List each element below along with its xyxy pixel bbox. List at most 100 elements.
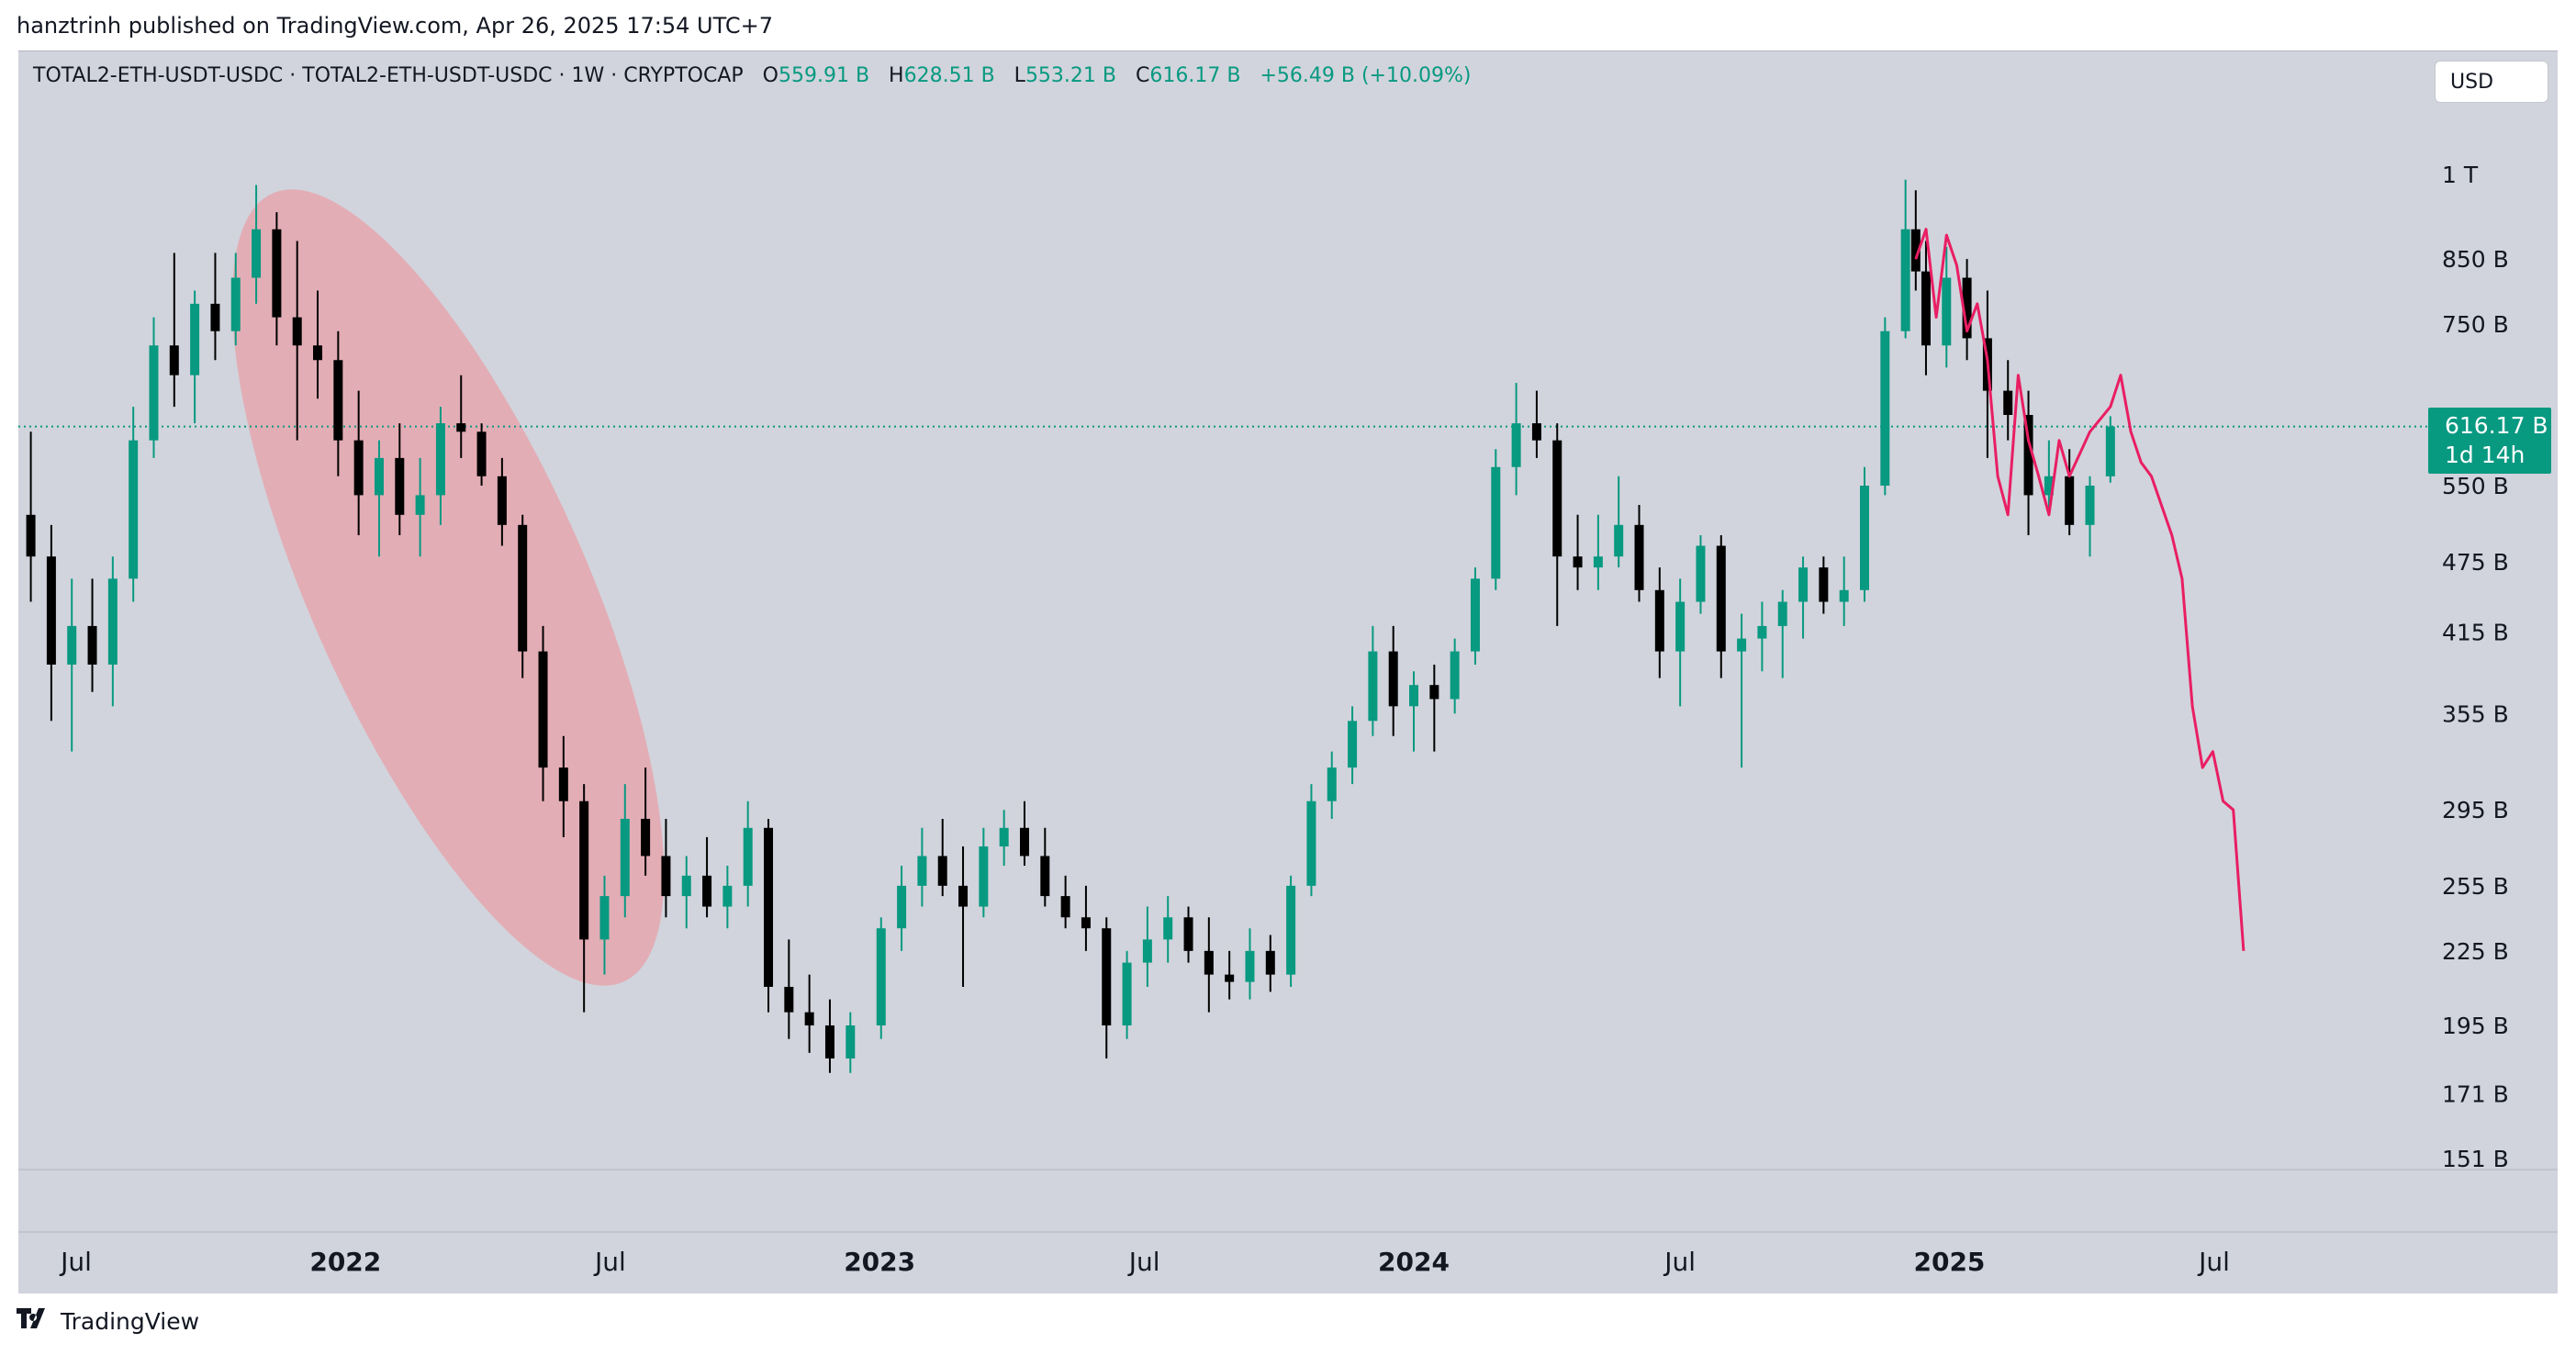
candle[interactable] xyxy=(1839,556,1849,626)
candle[interactable] xyxy=(2044,440,2054,515)
candle[interactable] xyxy=(979,827,989,918)
candle[interactable] xyxy=(456,375,466,458)
symbol-label[interactable]: TOTAL2-ETH-USDT-USDC · TOTAL2-ETH-USDT-U… xyxy=(33,64,744,87)
candle[interactable] xyxy=(1409,671,1419,752)
candle[interactable] xyxy=(353,390,364,536)
candle[interactable] xyxy=(395,423,405,536)
candle[interactable] xyxy=(1327,751,1337,819)
candle[interactable] xyxy=(1470,567,1480,665)
candle[interactable] xyxy=(374,440,384,557)
candle[interactable] xyxy=(1654,567,1664,678)
candle[interactable] xyxy=(1265,935,1275,992)
candle[interactable] xyxy=(1060,875,1070,929)
candle[interactable] xyxy=(435,407,445,525)
candle[interactable] xyxy=(87,578,97,692)
candle[interactable] xyxy=(846,1012,856,1073)
candle[interactable] xyxy=(46,524,56,722)
candle[interactable] xyxy=(292,241,302,441)
candle[interactable] xyxy=(1183,906,1193,963)
candle[interactable] xyxy=(1860,466,1870,602)
candle[interactable] xyxy=(190,290,200,424)
candle[interactable] xyxy=(1204,917,1214,1013)
candle[interactable] xyxy=(1900,179,1910,339)
candle[interactable] xyxy=(1163,896,1173,963)
candle[interactable] xyxy=(579,784,589,1013)
candle[interactable] xyxy=(661,818,671,918)
candle[interactable] xyxy=(1634,505,1644,602)
candle[interactable] xyxy=(958,846,969,987)
candle[interactable] xyxy=(497,457,507,546)
candle[interactable] xyxy=(2065,449,2075,536)
projection-line[interactable] xyxy=(1914,228,2246,951)
candle[interactable] xyxy=(1573,514,1583,590)
candle[interactable] xyxy=(599,875,610,975)
currency-button[interactable]: USD xyxy=(2435,61,2548,103)
candle[interactable] xyxy=(1593,514,1603,590)
candle[interactable] xyxy=(722,866,733,929)
candle[interactable] xyxy=(476,423,487,487)
candle[interactable] xyxy=(1942,246,1952,368)
candle[interactable] xyxy=(897,866,907,951)
candle[interactable] xyxy=(1429,664,1439,752)
candle[interactable] xyxy=(1819,556,1829,614)
candle[interactable] xyxy=(1757,601,1767,672)
candle[interactable] xyxy=(1552,423,1562,626)
candle[interactable] xyxy=(415,457,425,557)
candle[interactable] xyxy=(230,252,241,346)
candle[interactable] xyxy=(1368,625,1378,736)
candle[interactable] xyxy=(876,917,886,1039)
candle[interactable] xyxy=(1798,556,1809,639)
candle[interactable] xyxy=(129,407,139,602)
candle[interactable] xyxy=(1142,906,1152,987)
candle[interactable] xyxy=(1910,190,1921,291)
candle[interactable] xyxy=(1531,390,1541,458)
candle[interactable] xyxy=(681,856,691,929)
candle[interactable] xyxy=(210,252,220,361)
candle[interactable] xyxy=(804,974,814,1053)
candle[interactable] xyxy=(26,431,36,602)
candle[interactable] xyxy=(2105,416,2115,483)
candle[interactable] xyxy=(272,212,282,346)
candle[interactable] xyxy=(1614,476,1624,568)
candle[interactable] xyxy=(1675,578,1686,707)
candle[interactable] xyxy=(1225,950,1235,1000)
candle[interactable] xyxy=(518,514,528,678)
candle[interactable] xyxy=(1286,875,1296,987)
candle[interactable] xyxy=(1716,535,1726,678)
candle[interactable] xyxy=(764,818,774,1013)
candle[interactable] xyxy=(1019,801,1029,867)
candle[interactable] xyxy=(784,939,794,1039)
candle[interactable] xyxy=(1737,613,1747,768)
candle[interactable] xyxy=(1921,241,1931,375)
candle[interactable] xyxy=(252,185,262,304)
candle[interactable] xyxy=(538,625,548,801)
candle[interactable] xyxy=(2085,476,2095,557)
tradingview-footer[interactable]: TradingView xyxy=(17,1307,199,1335)
candle[interactable] xyxy=(2003,360,2013,441)
candle[interactable] xyxy=(1511,383,1521,496)
candle[interactable] xyxy=(149,317,159,458)
candle[interactable] xyxy=(1491,449,1501,590)
candle[interactable] xyxy=(1450,638,1460,714)
candle[interactable] xyxy=(1081,885,1091,951)
candle[interactable] xyxy=(620,784,630,918)
candle[interactable] xyxy=(937,818,947,897)
highlight-ellipse[interactable] xyxy=(147,138,749,1038)
candle[interactable] xyxy=(1306,784,1316,897)
candle[interactable] xyxy=(313,290,323,399)
candle[interactable] xyxy=(2023,390,2033,536)
candle[interactable] xyxy=(169,252,179,408)
candle[interactable] xyxy=(999,810,1009,867)
candle[interactable] xyxy=(1122,950,1132,1039)
candle[interactable] xyxy=(558,735,568,837)
candle[interactable] xyxy=(1245,928,1255,1000)
candle[interactable] xyxy=(824,999,834,1073)
candle[interactable] xyxy=(743,801,753,907)
candle[interactable] xyxy=(333,330,343,476)
candle[interactable] xyxy=(107,556,118,707)
candle[interactable] xyxy=(1777,589,1787,678)
candle[interactable] xyxy=(702,836,712,918)
candle[interactable] xyxy=(1880,317,1890,496)
candle[interactable] xyxy=(1040,827,1050,907)
